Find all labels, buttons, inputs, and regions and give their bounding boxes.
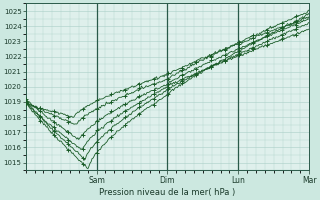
- X-axis label: Pression niveau de la mer( hPa ): Pression niveau de la mer( hPa ): [99, 188, 236, 197]
